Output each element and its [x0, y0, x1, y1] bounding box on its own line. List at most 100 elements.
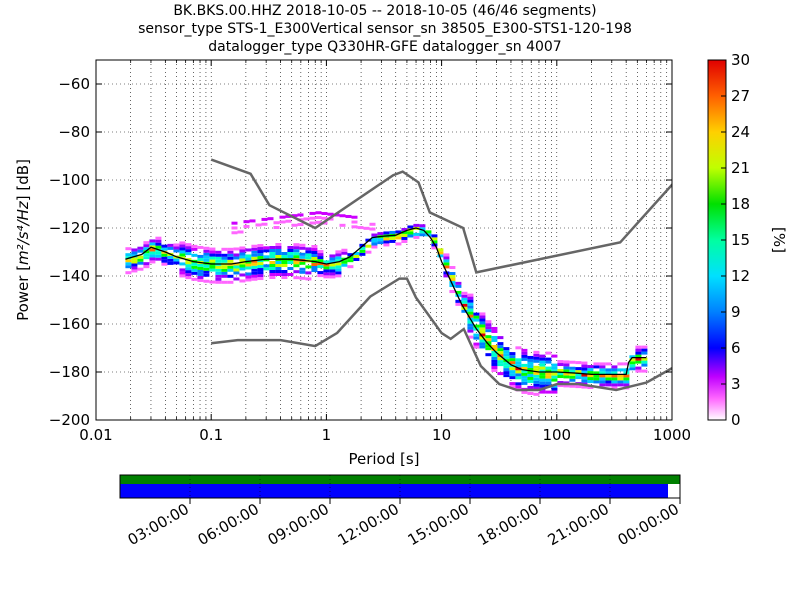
heatmap-cell	[485, 335, 492, 339]
heatmap-cell	[491, 347, 498, 351]
heatmap-cell	[317, 250, 324, 254]
heatmap-cell	[407, 234, 414, 238]
heatmap-cell	[539, 357, 546, 361]
heatmap-cell	[233, 256, 240, 260]
heatmap-cell	[599, 368, 606, 372]
heatmap-cell	[569, 375, 576, 379]
heatmap-cell	[527, 376, 534, 380]
heatmap-cell	[551, 378, 558, 382]
heatmap-cell	[233, 277, 240, 281]
heatmap-cell	[311, 245, 318, 249]
heatmap-cell	[179, 253, 186, 257]
colorbar-tick-label: 0	[731, 411, 741, 429]
heatmap-cell	[611, 374, 618, 378]
heatmap-cell	[137, 261, 144, 265]
heatmap-cell	[323, 275, 330, 279]
heatmap-cell	[551, 366, 558, 370]
heatmap-cell	[239, 258, 246, 262]
heatmap-cell	[179, 262, 186, 266]
heatmap-cell	[239, 255, 246, 259]
heatmap-cell	[185, 249, 192, 253]
heatmap-cell	[149, 239, 156, 243]
heatmap-cell	[455, 293, 462, 297]
heatmap-cell	[315, 211, 322, 215]
heatmap-cell	[185, 273, 192, 277]
heatmap-cell	[479, 318, 486, 322]
heatmap-cell	[521, 372, 528, 376]
y-tick-label: −200	[49, 411, 90, 429]
heatmap-cell	[467, 323, 474, 327]
heatmap-cell	[545, 360, 552, 364]
plot-frame	[95, 59, 673, 421]
heatmap-cell	[335, 271, 342, 275]
heatmap-cell	[179, 250, 186, 254]
heatmap-cell	[269, 276, 276, 279]
heatmap-cell	[149, 245, 156, 249]
heatmap-cell	[323, 266, 330, 270]
heatmap-cell	[161, 244, 168, 248]
heatmap-cell	[563, 366, 570, 370]
heatmap-cell	[297, 223, 304, 227]
heatmap-cell	[383, 231, 390, 235]
heatmap-cell	[221, 280, 228, 284]
heatmap-cell	[479, 321, 486, 325]
heatmap-cell	[257, 253, 264, 257]
heatmap-cell	[491, 365, 498, 369]
heatmap-cell	[263, 249, 270, 253]
heatmap-cell	[557, 369, 564, 373]
heatmap-cell	[377, 238, 384, 242]
heatmap-cell	[173, 249, 180, 253]
heatmap-cell	[239, 267, 246, 271]
heatmap-cell	[467, 299, 474, 303]
heatmap-cell	[629, 367, 636, 371]
heatmap-cell	[611, 368, 618, 372]
heatmap-cell	[179, 274, 186, 278]
heatmap-cell	[203, 249, 210, 253]
heatmap-cell	[563, 369, 570, 373]
heatmap-cell	[581, 385, 588, 389]
heatmap-cell	[635, 357, 642, 361]
heatmap-cell	[249, 219, 256, 223]
heatmap-cell	[269, 264, 276, 267]
heatmap-cell	[273, 221, 280, 225]
heatmap-cell	[437, 254, 444, 258]
heatmap-cell	[581, 373, 588, 377]
heatmap-cell	[551, 369, 558, 373]
heatmap-cell	[191, 277, 198, 281]
heatmap-cell	[581, 379, 588, 383]
heatmap-cell	[339, 223, 346, 227]
heatmap-cell	[449, 278, 456, 282]
heatmap-cell	[539, 390, 546, 394]
heatmap-cell	[449, 266, 456, 270]
heatmap-cell	[125, 262, 132, 266]
heatmap-cell	[437, 248, 444, 252]
heatmap-cell	[557, 384, 564, 388]
heatmap-cell	[281, 264, 288, 267]
heatmap-cell	[539, 372, 546, 376]
heatmap-cell	[227, 265, 234, 269]
heatmap-cell	[299, 261, 306, 265]
y-axis: −60 −80 −100 −120 −140 −160 −180 −200	[49, 75, 672, 429]
colorbar-tick-label: 30	[731, 51, 750, 69]
heatmap-cell	[143, 244, 150, 248]
heatmap-cell	[173, 246, 180, 250]
heatmap-cell	[275, 261, 282, 264]
heatmap-cell	[617, 368, 624, 372]
heatmap-cell	[635, 354, 642, 358]
colorbar-tick-label: 27	[731, 87, 750, 105]
heatmap-cell	[185, 270, 192, 274]
heatmap-cell	[593, 371, 600, 375]
heatmap-cell	[641, 351, 648, 355]
heatmap-cell	[503, 362, 510, 366]
heatmap-cell	[545, 375, 552, 379]
heatmap-cell	[479, 315, 486, 319]
heatmap-cell	[641, 345, 648, 349]
heatmap-cell	[251, 247, 258, 251]
heatmap-cell	[329, 260, 336, 264]
heatmap-cell	[281, 276, 288, 279]
heatmap-cell	[173, 258, 180, 262]
heatmap-cell	[257, 262, 264, 266]
time-tick-label: 12:00:00	[335, 500, 402, 549]
heatmap-cell	[155, 245, 162, 249]
heatmap-cell	[545, 390, 552, 394]
